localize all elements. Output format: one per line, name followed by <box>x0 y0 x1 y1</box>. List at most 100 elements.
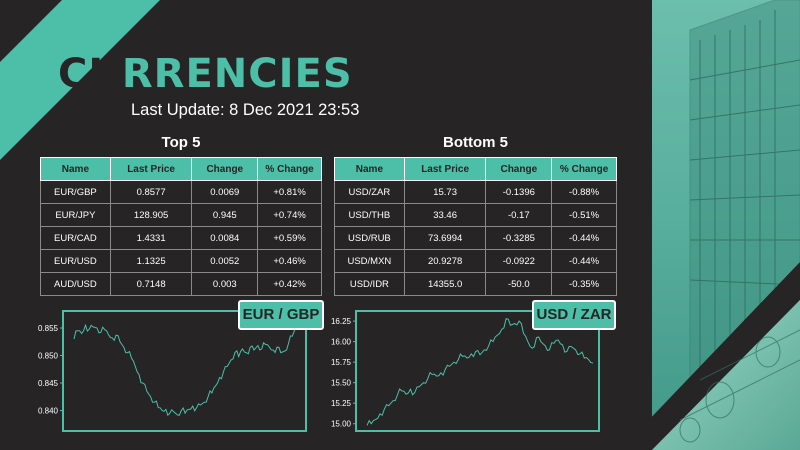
title-letter: N <box>213 51 249 97</box>
cell: 14355.0 <box>403 272 487 296</box>
cell: -50.0 <box>485 272 553 296</box>
page-title: CURRENCIES <box>58 50 353 98</box>
cell: 128.905 <box>109 203 193 227</box>
column-header: Last Price <box>403 157 487 181</box>
eurgbp-ytick-label: 0.840 <box>38 407 59 416</box>
cell: 0.8577 <box>109 180 193 204</box>
title-letter: C <box>58 51 89 97</box>
table-row: USD/RUB 73.6994 -0.3285 -0.44% <box>334 226 617 250</box>
eurgbp-chart-title: EUR / GBP <box>238 300 324 330</box>
eurgbp-chart-frame <box>62 310 307 432</box>
cell: 0.003 <box>191 272 259 296</box>
column-header: Last Price <box>109 157 193 181</box>
table-row: EUR/GBP 0.8577 0.0069 +0.81% <box>40 180 322 204</box>
column-header: Name <box>334 157 405 181</box>
column-header: Name <box>40 157 111 181</box>
eurgbp-ytick-label: 0.855 <box>38 324 59 333</box>
table-header-row: Name Last Price Change % Change <box>334 157 617 181</box>
cell: 0.945 <box>191 203 259 227</box>
top5-table: Name Last Price Change % Change EUR/GBP 0… <box>40 157 322 296</box>
eurgbp-ytick-label: 0.850 <box>38 352 59 361</box>
cell: +0.46% <box>257 249 322 273</box>
usdzar-chart-frame <box>355 310 600 432</box>
cell: 73.6994 <box>403 226 487 250</box>
top5-heading: Top 5 <box>161 134 201 151</box>
cell: -0.0922 <box>485 249 553 273</box>
usdzar-ytick-label: 16.25 <box>331 317 352 326</box>
table-row: USD/ZAR 15.73 -0.1396 -0.88% <box>334 180 617 204</box>
table-row: EUR/JPY 128.905 0.945 +0.74% <box>40 203 322 227</box>
cell: USD/THB <box>334 203 405 227</box>
cell: 1.1325 <box>109 249 193 273</box>
title-letter: C <box>248 51 279 97</box>
cell: AUD/USD <box>40 272 111 296</box>
usdzar-ytick-label: 15.25 <box>331 399 352 408</box>
column-header: Change <box>485 157 553 181</box>
usdzar-ytick-label: 15.75 <box>331 358 352 367</box>
usdzar-ytick-label: 15.50 <box>331 379 352 388</box>
page-title-text: CURRENCIES <box>58 51 353 97</box>
bottom5-table: Name Last Price Change % Change USD/ZAR 1… <box>334 157 617 296</box>
last-update: Last Update: 8 Dec 2021 23:53 <box>131 101 360 119</box>
column-header: Change <box>191 157 259 181</box>
table-row: EUR/CAD 1.4331 0.0084 +0.59% <box>40 226 322 250</box>
cell: USD/IDR <box>334 272 405 296</box>
cell: 0.0069 <box>191 180 259 204</box>
usdzar-ytick-label: 15.00 <box>331 420 352 429</box>
cell: -0.35% <box>551 272 617 296</box>
title-letter: U <box>88 51 122 97</box>
cell: 0.0052 <box>191 249 259 273</box>
cell: -0.3285 <box>485 226 553 250</box>
cell: 1.4331 <box>109 226 193 250</box>
cell: +0.42% <box>257 272 322 296</box>
title-letter: R <box>153 51 186 97</box>
title-letter: I <box>278 51 295 97</box>
table-row: USD/MXN 20.9278 -0.0922 -0.44% <box>334 249 617 273</box>
title-letter: S <box>322 51 353 97</box>
cell: USD/RUB <box>334 226 405 250</box>
table-row: USD/IDR 14355.0 -50.0 -0.35% <box>334 272 617 296</box>
usdzar-chart-title: USD / ZAR <box>532 300 616 330</box>
money-photo <box>652 300 800 450</box>
column-header: % Change <box>551 157 617 181</box>
cell: 15.73 <box>403 180 487 204</box>
eurgbp-series-line <box>73 321 301 417</box>
cell: EUR/GBP <box>40 180 111 204</box>
usdzar-chart: 16.25 16.00 15.75 15.50 15.25 15.00 <box>331 317 594 429</box>
cell: -0.44% <box>551 249 617 273</box>
title-letter: E <box>185 51 214 97</box>
cell: EUR/JPY <box>40 203 111 227</box>
cell: -0.17 <box>485 203 553 227</box>
cell: 0.7148 <box>109 272 193 296</box>
bottom5-heading: Bottom 5 <box>443 134 508 151</box>
cell: EUR/CAD <box>40 226 111 250</box>
title-letter: E <box>294 51 323 97</box>
cell: 33.46 <box>403 203 487 227</box>
cell: +0.59% <box>257 226 322 250</box>
cell: -0.88% <box>551 180 617 204</box>
cell: 20.9278 <box>403 249 487 273</box>
cell: USD/ZAR <box>334 180 405 204</box>
cell: -0.1396 <box>485 180 553 204</box>
usdzar-series-line <box>366 317 594 426</box>
table-header-row: Name Last Price Change % Change <box>40 157 322 181</box>
cell: -0.51% <box>551 203 617 227</box>
cell: +0.74% <box>257 203 322 227</box>
table-row: AUD/USD 0.7148 0.003 +0.42% <box>40 272 322 296</box>
cell: USD/MXN <box>334 249 405 273</box>
title-letter: R <box>121 51 154 97</box>
top-left-band <box>0 0 160 160</box>
eurgbp-ytick-label: 0.845 <box>38 379 59 388</box>
cell: -0.44% <box>551 226 617 250</box>
eurgbp-chart: 0.855 0.850 0.845 0.840 <box>38 321 301 417</box>
table-row: EUR/USD 1.1325 0.0052 +0.46% <box>40 249 322 273</box>
usdzar-ytick-label: 16.00 <box>331 338 352 347</box>
cell: +0.81% <box>257 180 322 204</box>
banknote-shapes <box>679 329 800 443</box>
table-row: USD/THB 33.46 -0.17 -0.51% <box>334 203 617 227</box>
cell: 0.0084 <box>191 226 259 250</box>
dark-diagonal-band <box>620 262 800 450</box>
cell: EUR/USD <box>40 249 111 273</box>
